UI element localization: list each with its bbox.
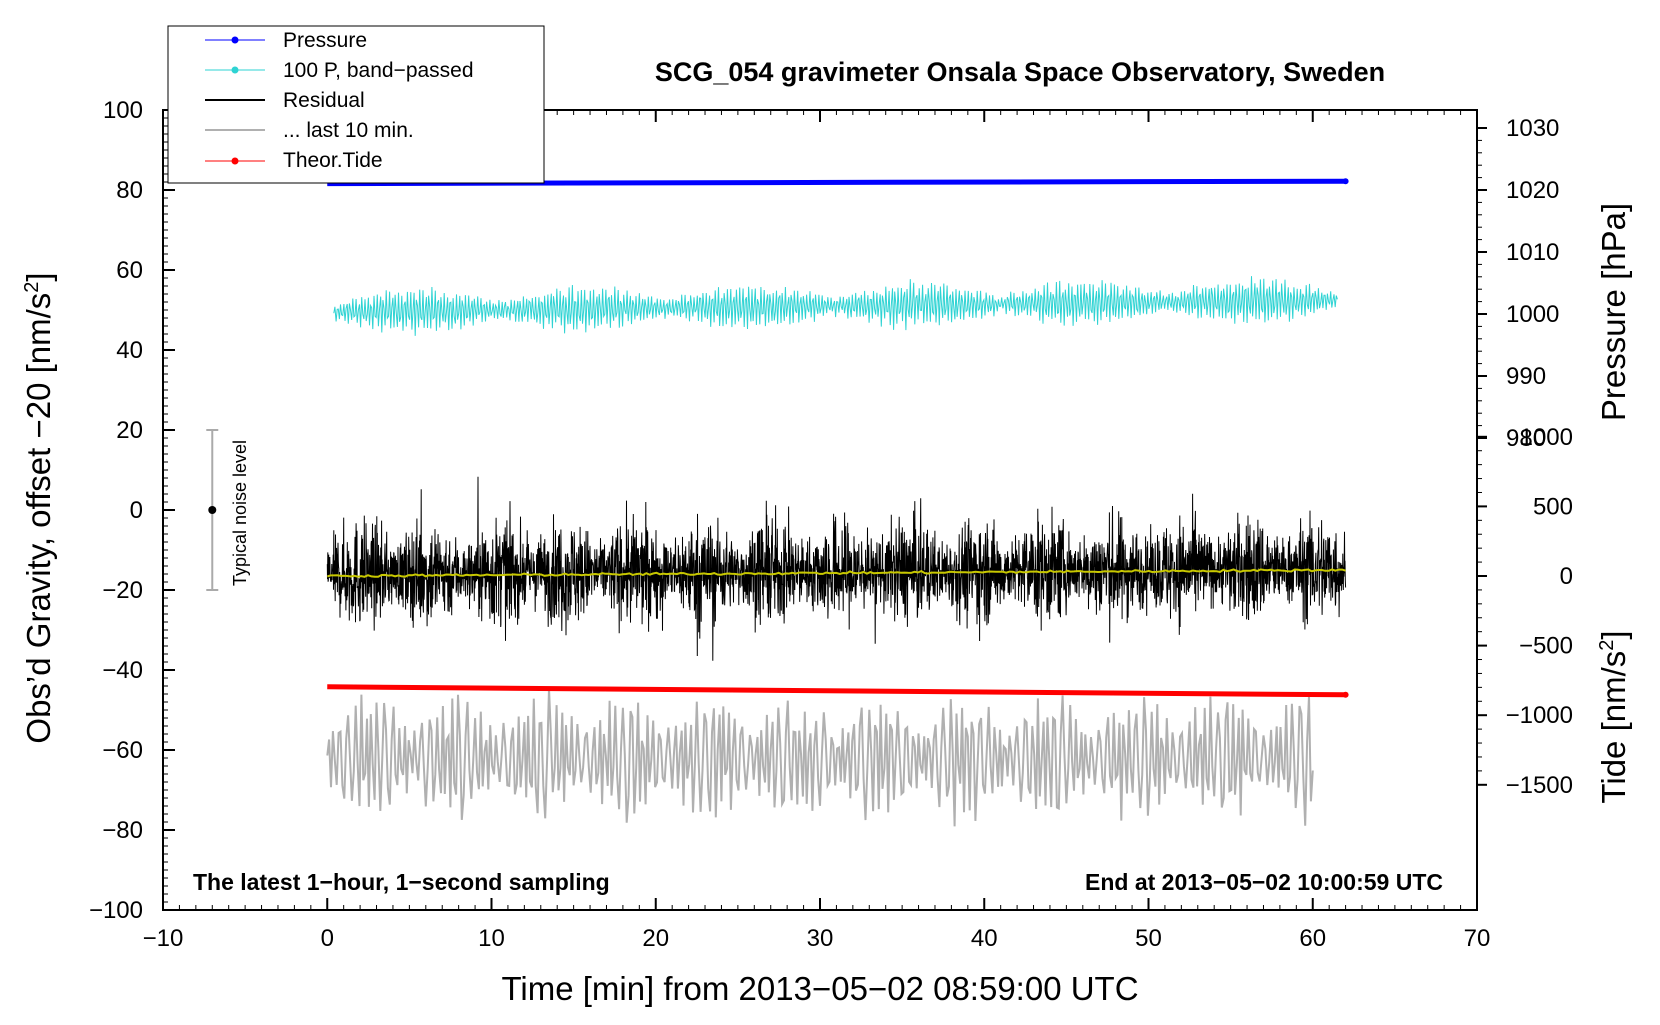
noise-bar-center [208,506,217,514]
y-axis-title-tide: Tide [nm/s2] [1595,630,1632,803]
y-tick-label-tide: 1000 [1520,424,1573,451]
y-tick-label-left: −40 [102,657,143,684]
y-tick-label-pressure: 1030 [1506,115,1559,142]
legend-marker-band-passed [231,66,239,74]
legend: Pressure 100 P, band−passed Residual ...… [167,25,545,184]
x-axis-title: Time [min] from 2013−05−02 08:59:00 UTC [501,970,1138,1007]
legend-label-band-passed: 100 P, band−passed [283,59,474,82]
legend-marker-theor-tide [231,157,239,165]
x-tick-label: 20 [642,925,669,952]
x-tick-label: 70 [1464,925,1491,952]
annotation-sampling: The latest 1−hour, 1−second sampling [193,869,610,895]
y-tick-label-tide: −1000 [1506,702,1573,729]
y-axis-title-tide-main: Tide [nm/s [1595,651,1632,804]
x-tick-label: 10 [478,925,505,952]
x-tick-label: 30 [807,925,834,952]
series-band-passed [333,276,1338,336]
y-axis-title-left-end: ] [20,272,57,281]
x-tick-label: 50 [1135,925,1162,952]
y-tick-label-left: 60 [116,257,143,284]
y-axis-title-tide-sup: 2 [1596,640,1618,651]
y-tick-label-left: 0 [130,497,143,524]
legend-label-theor-tide: Theor.Tide [283,149,383,172]
legend-label-pressure: Pressure [283,29,367,52]
y-axis-title-left-main: Obs’d Gravity, offset −20 [nm/s [20,293,57,744]
y-tick-label-left: −100 [89,897,143,924]
y-tick-label-pressure: 1020 [1506,177,1559,204]
legend-label-residual: Residual [283,89,365,112]
legend-marker-pressure [231,36,239,44]
y-tick-label-left: −20 [102,577,143,604]
y-tick-label-tide: −1500 [1506,772,1573,799]
y-axis-title-pressure: Pressure [hPa] [1595,203,1632,421]
y-tick-label-left: 20 [116,417,143,444]
x-tick-label: −10 [143,925,184,952]
y-tick-label-tide: −500 [1519,633,1573,660]
y-tick-label-pressure: 1010 [1506,239,1559,266]
noise-level-label: Typical noise level [230,440,250,586]
y-tick-label-left: −60 [102,737,143,764]
x-tick-label: 40 [971,925,998,952]
y-tick-label-pressure: 980 [1506,425,1546,452]
x-tick-label: 60 [1299,925,1326,952]
x-tick-label: 0 [321,925,334,952]
y-tick-label-pressure: 1000 [1506,301,1559,328]
series-last-10-min [326,688,1314,827]
series-residual [326,476,1347,661]
y-axis-title-left-sup: 2 [21,282,43,293]
series-theor-tide [327,684,1346,698]
y-tick-label-tide: 500 [1533,493,1573,520]
data-layer [206,178,1349,827]
legend-box [167,25,545,184]
chart-title: SCG_054 gravimeter Onsala Space Observat… [655,57,1385,87]
y-axis-title-left: Obs’d Gravity, offset −20 [nm/s2] [20,272,57,743]
series-smoothed-residual [327,568,1346,578]
y-tick-label-pressure: 990 [1506,363,1546,390]
series-pressure-end-marker [1342,178,1349,185]
y-tick-label-left: 100 [103,97,143,124]
y-axis-title-tide-end: ] [1595,630,1632,639]
y-tick-label-left: 80 [116,177,143,204]
legend-label-last-10-min: ... last 10 min. [283,119,414,142]
y-tick-label-tide: 0 [1560,563,1573,590]
ticks-layer: −10 0 10 20 30 40 50 60 70100806040200−20−40−60−… [89,97,1573,952]
y-tick-label-left: 40 [116,337,143,364]
series-theor-tide-end-marker [1342,691,1349,698]
annotation-end-time: End at 2013−05−02 10:00:59 UTC [1085,869,1443,895]
y-tick-label-left: −80 [102,817,143,844]
